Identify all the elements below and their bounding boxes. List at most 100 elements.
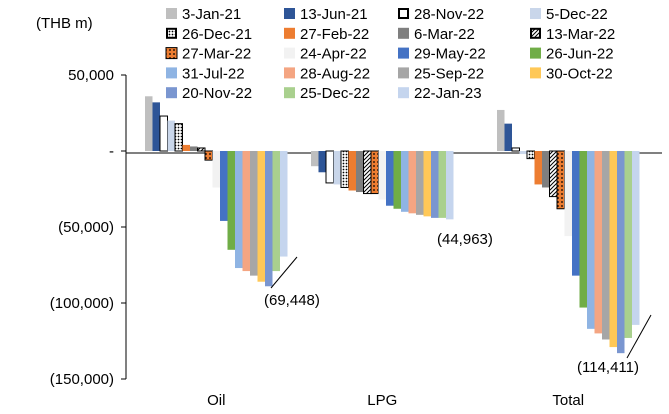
- bar-oil-6-mar-22: [190, 146, 198, 151]
- bar-oil-27-mar-22: [204, 150, 213, 161]
- legend-swatch-13-mar-22: [530, 27, 541, 39]
- y-tick-label: (100,000): [50, 295, 114, 312]
- bar-oil-28-aug-22: [242, 151, 250, 272]
- bar-oil-27-feb-22: [182, 144, 190, 151]
- legend-label-28-aug-22: 28-Aug-22: [300, 65, 370, 82]
- legend-swatch-13-jun-21: [284, 8, 295, 19]
- bar-total-26-dec-21: [526, 150, 535, 160]
- bar-lpg-22-jan-23: [446, 151, 454, 220]
- data-labels: (69,448) (44,963) (114,411): [264, 231, 652, 376]
- bar-oil-30-oct-22: [257, 151, 265, 282]
- legend: 3-Jan-21 13-Jun-21 28-Nov-22 5-Dec-22 26-Dec…: [165, 6, 615, 102]
- bar-total-13-mar-22: [549, 150, 558, 198]
- legend-swatch-20-nov-22: [166, 87, 177, 99]
- legend-swatch-26-dec-21: [166, 27, 177, 39]
- data-label-lpg: (44,963): [437, 231, 493, 248]
- bar-oil-29-may-22: [220, 151, 228, 221]
- bar-oil-13-jun-21: [152, 102, 160, 151]
- bar-lpg-28-nov-22: [325, 150, 334, 184]
- bar-lpg-3-jan-21: [311, 151, 319, 167]
- bar-lpg-13-jun-21: [318, 151, 326, 173]
- legend-swatch-22-jan-23: [398, 87, 409, 99]
- legend-label-3-jan-21: 3-Jan-21: [182, 6, 241, 23]
- legend-swatch-25-sep-22: [398, 67, 409, 79]
- data-label-oil: (69,448): [264, 292, 320, 309]
- legend-label-26-dec-21: 26-Dec-21: [182, 26, 252, 43]
- bar-oil-26-jun-22: [227, 151, 235, 250]
- bar-lpg-28-aug-22: [408, 151, 416, 214]
- y-tick-label: 50,000: [68, 67, 114, 84]
- legend-swatch-27-mar-22: [165, 47, 178, 60]
- bar-oil-31-jul-22: [235, 151, 243, 269]
- bar-total-27-mar-22: [556, 150, 565, 210]
- legend-swatch-28-nov-22: [398, 8, 409, 19]
- bar-total-29-may-22: [572, 151, 580, 276]
- bar-total-6-mar-22: [542, 151, 550, 188]
- bar-total-22-jan-23: [632, 151, 640, 325]
- legend-label-27-mar-22: 27-Mar-22: [182, 46, 251, 63]
- data-label-total: (114,411): [577, 359, 639, 376]
- legend-label-13-mar-22: 13-Mar-22: [546, 26, 615, 43]
- legend-swatch-31-jul-22: [166, 67, 177, 79]
- bar-oil-5-dec-22: [167, 120, 175, 151]
- legend-label-22-jan-23: 22-Jan-23: [414, 85, 482, 102]
- category-label-lpg: LPG: [367, 392, 397, 409]
- unit-label: (THB m): [36, 15, 93, 32]
- bar-lpg-25-sep-22: [416, 151, 424, 215]
- bar-oil-3-jan-21: [145, 96, 153, 151]
- legend-swatch-26-jun-22: [530, 47, 541, 59]
- bar-oil-25-dec-22: [272, 151, 280, 272]
- bar-oil-20-nov-22: [265, 151, 273, 287]
- bar-total-28-aug-22: [594, 151, 602, 334]
- category-labels: Oil LPG Total: [207, 392, 584, 409]
- y-ticks: 50,000 - (50,000) (100,000) (150,000): [50, 67, 126, 388]
- bar-lpg-5-dec-22: [333, 151, 341, 185]
- legend-label-27-feb-22: 27-Feb-22: [300, 26, 369, 43]
- legend-swatch-29-may-22: [398, 47, 409, 59]
- legend-swatch-5-dec-22: [530, 8, 541, 19]
- bar-lpg-25-dec-22: [438, 151, 446, 218]
- bar-oil-13-mar-22: [197, 147, 206, 152]
- legend-label-25-sep-22: 25-Sep-22: [414, 65, 484, 82]
- bar-lpg-29-may-22: [386, 151, 394, 206]
- legend-label-25-dec-22: 25-Dec-22: [300, 85, 370, 102]
- bar-lpg-30-oct-22: [423, 151, 431, 217]
- legend-swatch-27-feb-22: [284, 27, 295, 39]
- bar-lpg-13-mar-22: [363, 150, 372, 195]
- y-tick-label: (150,000): [50, 371, 114, 388]
- legend-swatch-30-oct-22: [530, 67, 541, 79]
- legend-label-6-mar-22: 6-Mar-22: [414, 26, 475, 43]
- bar-lpg-20-nov-22: [431, 151, 439, 218]
- bar-total-26-jun-22: [579, 151, 587, 308]
- bar-lpg-26-dec-21: [340, 150, 349, 188]
- bars: [145, 96, 640, 354]
- y-tick-label: -: [109, 143, 114, 160]
- legend-label-26-jun-22: 26-Jun-22: [546, 46, 614, 63]
- legend-label-5-dec-22: 5-Dec-22: [546, 6, 608, 23]
- bar-lpg-24-apr-22: [378, 151, 386, 200]
- bar-total-25-sep-22: [602, 151, 610, 340]
- legend-label-20-nov-22: 20-Nov-22: [182, 85, 252, 102]
- legend-label-30-oct-22: 30-Oct-22: [546, 65, 613, 82]
- legend-swatch-25-dec-22: [284, 87, 295, 99]
- bar-lpg-6-mar-22: [356, 151, 364, 193]
- legend-swatch-3-jan-21: [166, 8, 177, 19]
- bar-lpg-31-jul-22: [401, 151, 409, 212]
- legend-swatch-24-apr-22: [284, 47, 295, 59]
- bar-total-30-oct-22: [609, 151, 617, 348]
- category-label-total: Total: [552, 392, 584, 409]
- bar-oil-22-jan-23: [280, 151, 288, 257]
- data-label-leader: [270, 256, 298, 289]
- legend-swatch-28-aug-22: [284, 67, 295, 79]
- bar-lpg-26-jun-22: [393, 151, 401, 209]
- bar-lpg-27-feb-22: [348, 151, 356, 191]
- legend-label-31-jul-22: 31-Jul-22: [182, 65, 245, 82]
- bar-oil-24-apr-22: [212, 151, 220, 188]
- bar-oil-28-nov-22: [159, 115, 168, 152]
- bar-total-5-dec-22: [519, 151, 527, 155]
- category-label-oil: Oil: [207, 392, 225, 409]
- bar-total-28-nov-22: [511, 147, 520, 152]
- bar-total-13-jun-21: [504, 123, 512, 151]
- bar-total-20-nov-22: [617, 151, 625, 354]
- y-tick-label: (50,000): [58, 219, 114, 236]
